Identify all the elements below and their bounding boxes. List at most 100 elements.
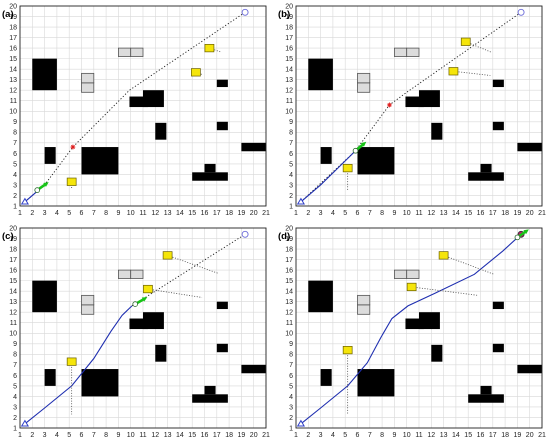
- x-tick-label: 15: [464, 210, 472, 217]
- x-tick-label: 17: [489, 432, 497, 439]
- moving-obstacle-trail: [209, 47, 222, 53]
- x-tick-label: 7: [368, 210, 372, 217]
- y-tick-label: 13: [285, 77, 293, 84]
- y-tick-label: 20: [9, 3, 17, 10]
- y-tick-label: 1: [13, 203, 17, 210]
- x-tick-label: 12: [151, 210, 159, 217]
- y-tick-label: 4: [13, 172, 17, 179]
- panel-label: (a): [2, 9, 14, 20]
- y-tick-label: 15: [285, 278, 293, 285]
- y-tick-label: 15: [9, 56, 17, 63]
- y-tick-label: 19: [9, 14, 17, 21]
- gray-obstacle: [406, 47, 420, 57]
- y-tick-label: 20: [285, 3, 293, 10]
- y-tick-label: 19: [9, 236, 17, 243]
- y-tick-label: 12: [285, 88, 293, 95]
- gray-obstacle: [406, 269, 420, 279]
- x-tick-label: 4: [331, 432, 335, 439]
- gray-obstacle: [357, 82, 371, 93]
- y-tick-label: 12: [285, 310, 293, 317]
- x-tick-label: 12: [427, 210, 435, 217]
- y-tick-label: 5: [289, 383, 293, 390]
- y-tick-label: 3: [13, 182, 17, 189]
- moving-obstacle-trail: [443, 254, 495, 275]
- y-tick-label: 11: [10, 320, 17, 327]
- y-tick-label: 9: [13, 341, 17, 348]
- y-tick-label: 6: [13, 373, 17, 380]
- x-tick-label: 5: [343, 432, 347, 439]
- moving-obstacle: [162, 251, 173, 260]
- x-tick-label: 21: [538, 432, 546, 439]
- gray-obstacle: [81, 304, 95, 315]
- static-obstacle: [357, 147, 395, 175]
- y-tick-label: 17: [9, 257, 17, 264]
- y-tick-label: 15: [9, 278, 17, 285]
- x-tick-label: 8: [380, 210, 384, 217]
- y-tick-label: 9: [289, 119, 293, 126]
- moving-obstacle: [66, 177, 77, 186]
- x-tick-label: 1: [18, 432, 22, 439]
- moving-obstacle: [448, 67, 459, 76]
- static-obstacle: [241, 364, 266, 374]
- x-tick-label: 19: [514, 432, 522, 439]
- x-tick-label: 9: [116, 432, 120, 439]
- y-tick-label: 6: [289, 151, 293, 158]
- gray-obstacle: [118, 47, 132, 57]
- x-tick-label: 14: [176, 210, 184, 217]
- y-tick-label: 16: [9, 46, 17, 53]
- x-tick-label: 19: [238, 210, 246, 217]
- static-obstacle: [468, 394, 504, 403]
- static-obstacle: [517, 142, 542, 152]
- static-obstacle: [143, 90, 164, 108]
- y-tick-label: 15: [285, 56, 293, 63]
- y-tick-label: 13: [285, 299, 293, 306]
- y-tick-label: 11: [286, 320, 293, 327]
- y-tick-label: 5: [289, 161, 293, 168]
- y-tick-label: 16: [285, 46, 293, 53]
- y-tick-label: 13: [9, 77, 17, 84]
- y-tick-label: 3: [289, 404, 293, 411]
- x-tick-label: 16: [477, 432, 485, 439]
- gray-obstacle: [393, 269, 408, 279]
- x-tick-label: 6: [356, 210, 360, 217]
- robot-body: [132, 301, 139, 307]
- y-tick-label: 20: [285, 225, 293, 232]
- plot-frame: [295, 227, 543, 429]
- y-tick-label: 8: [13, 352, 17, 359]
- traveled-path: [300, 150, 356, 203]
- x-tick-label: 6: [80, 432, 84, 439]
- moving-obstacle: [204, 44, 215, 53]
- static-obstacle: [44, 147, 56, 164]
- x-tick-label: 13: [164, 432, 172, 439]
- static-obstacle: [241, 142, 266, 152]
- y-tick-label: 14: [9, 67, 17, 74]
- y-tick-label: 10: [285, 331, 293, 338]
- gray-obstacle: [357, 294, 371, 306]
- moving-obstacle: [342, 164, 353, 173]
- start-marker: [20, 197, 29, 205]
- static-obstacle: [308, 58, 333, 91]
- y-tick-label: 2: [289, 193, 293, 200]
- y-tick-label: 17: [285, 257, 293, 264]
- static-obstacle: [32, 280, 57, 313]
- y-tick-label: 18: [9, 246, 17, 253]
- y-tick-label: 1: [289, 203, 293, 210]
- moving-obstacle: [66, 357, 77, 366]
- gray-obstacle: [81, 72, 95, 84]
- y-tick-label: 19: [285, 14, 293, 21]
- static-obstacle: [216, 301, 228, 310]
- x-tick-label: 16: [477, 210, 485, 217]
- y-tick-label: 9: [289, 341, 293, 348]
- y-tick-label: 19: [285, 236, 293, 243]
- x-tick-label: 4: [55, 210, 59, 217]
- static-obstacle: [155, 122, 167, 140]
- y-tick-label: 3: [13, 404, 17, 411]
- y-tick-label: 14: [285, 289, 293, 296]
- x-tick-label: 5: [343, 210, 347, 217]
- start-marker: [296, 197, 305, 205]
- y-tick-label: 4: [289, 394, 293, 401]
- x-tick-label: 13: [440, 210, 448, 217]
- x-tick-label: 11: [139, 210, 146, 217]
- robot-icon: [132, 297, 148, 307]
